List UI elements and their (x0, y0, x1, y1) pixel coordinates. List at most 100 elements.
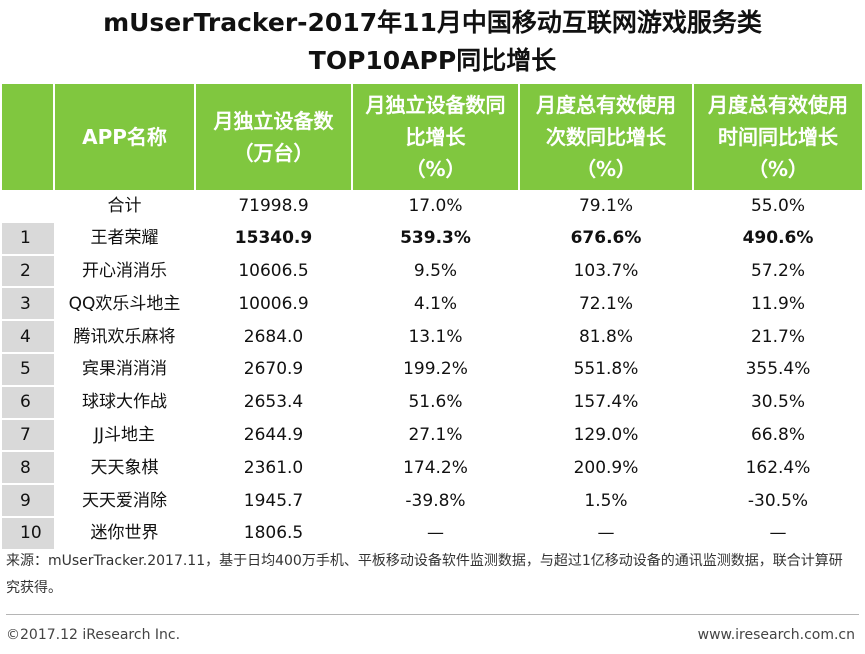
header-rank (2, 84, 55, 190)
cell-device-growth: 17.0% (352, 190, 519, 223)
cell-device-growth: 539.3% (352, 221, 519, 256)
cell-device-growth: 13.1% (352, 320, 519, 354)
cell-usage-time-growth: 21.7% (693, 320, 863, 354)
cell-device-growth: 51.6% (352, 385, 519, 420)
cell-devices: 2644.9 (195, 418, 352, 452)
cell-device-growth: -39.8% (352, 484, 519, 518)
cell-name: JJ斗地主 (54, 418, 195, 452)
cell-rank: 2 (2, 254, 54, 289)
cell-device-growth: 174.2% (352, 451, 519, 485)
table-row: 10 迷你世界 1806.5— — — (2, 516, 863, 551)
cell-name: 合计 (54, 190, 195, 223)
cell-usage-count-growth: 79.1% (519, 190, 693, 223)
cell-usage-time-growth: — (693, 516, 863, 551)
cell-devices: 2653.4 (195, 385, 352, 420)
header-name: APP名称 (53, 84, 196, 190)
cell-devices: 10006.9 (195, 287, 352, 321)
cell-usage-count-growth: 81.8% (519, 320, 693, 354)
website-link[interactable]: www.iresearch.com.cn (697, 627, 855, 643)
cell-usage-time-growth: 355.4% (693, 352, 863, 387)
table-row: 5 宾果消消消 2670.9 199.2% 551.8% 355.4% (2, 352, 863, 387)
cell-devices: 2670.9 (195, 352, 352, 387)
table-row: 8 天天象棋 2361.0 174.2% 200.9% 162.4% (2, 451, 863, 486)
header-line: （%） (747, 157, 809, 181)
header-usage-time-growth: 月度总有效使用 时间同比增长 （%） (692, 84, 864, 190)
header-line: 时间同比增长 (718, 125, 838, 149)
cell-name: 球球大作战 (54, 385, 195, 420)
cell-rank: 7 (2, 418, 54, 453)
cell-rank: 9 (2, 484, 54, 518)
cell-device-growth: 27.1% (352, 418, 519, 452)
cell-devices: 15340.9 (195, 221, 352, 256)
cell-usage-time-growth: 162.4% (693, 451, 863, 485)
cell-usage-count-growth: 1.5% (519, 484, 693, 518)
cell-name: QQ欢乐斗地主 (54, 287, 195, 321)
cell-rank: 10 (2, 516, 54, 551)
table-body: 合计 71998.9 17.0% 79.1% 55.0% 1 王者荣耀 15340.9 539.… (2, 190, 863, 551)
cell-usage-time-growth: -30.5% (693, 484, 863, 518)
footer-divider (6, 614, 859, 615)
header-line: 次数同比增长 (546, 125, 666, 149)
cell-usage-count-growth: 103.7% (519, 254, 693, 288)
cell-usage-count-growth: 676.6% (519, 221, 693, 256)
cell-rank (2, 190, 54, 223)
header-line: 月度总有效使用 (708, 93, 848, 117)
header-line: （%） (575, 157, 637, 181)
table-row: 合计 71998.9 17.0% 79.1% 55.0% (2, 190, 863, 223)
cell-usage-count-growth: 157.4% (519, 385, 693, 420)
header-line: 比增长 (405, 125, 466, 149)
table-row: 3 QQ欢乐斗地主 10006.9 4.1% 72.1% 11.9% (2, 287, 863, 322)
cell-usage-count-growth: 200.9% (519, 451, 693, 485)
cell-rank: 6 (2, 385, 54, 420)
table-row: 4 腾讯欢乐麻将 2684.0 13.1% 81.8% 21.7% (2, 320, 863, 354)
cell-usage-time-growth: 30.5% (693, 385, 863, 420)
cell-usage-time-growth: 57.2% (693, 254, 863, 288)
header-devices: 月独立设备数 （万台） (194, 84, 353, 190)
cell-usage-count-growth: — (519, 516, 693, 551)
cell-devices: 71998.9 (195, 190, 352, 223)
cell-name: 王者荣耀 (54, 221, 195, 256)
cell-device-growth: — (352, 516, 519, 551)
cell-usage-time-growth: 11.9% (693, 287, 863, 321)
table-row: 2 开心消消乐 10606.5 9.5% 103.7% 57.2% (2, 254, 863, 289)
table-row: 1 王者荣耀 15340.9 539.3% 676.6% 490.6% (2, 221, 863, 256)
cell-devices: 2684.0 (195, 320, 352, 354)
title-line-2: TOP10APP同比增长 (308, 46, 557, 75)
table-row: 9 天天爱消除 1945.7 -39.8% 1.5% -30.5% (2, 484, 863, 518)
cell-devices: 2361.0 (195, 451, 352, 485)
header-line: 月独立设备数 (213, 109, 334, 133)
source-note: 来源：mUserTracker.2017.11，基于日均400万手机、平板移动设… (6, 553, 843, 596)
cell-name: 迷你世界 (54, 516, 195, 551)
chart-title: mUserTracker-2017年11月中国移动互联网游戏服务类 TOP10A… (0, 4, 865, 80)
cell-device-growth: 4.1% (352, 287, 519, 321)
cell-device-growth: 199.2% (352, 352, 519, 387)
header-usage-count-growth: 月度总有效使用 次数同比增长 （%） (518, 84, 694, 190)
cell-rank: 1 (2, 221, 54, 256)
cell-usage-time-growth: 490.6% (693, 221, 863, 256)
cell-usage-count-growth: 72.1% (519, 287, 693, 321)
cell-rank: 3 (2, 287, 54, 322)
cell-name: 腾讯欢乐麻将 (54, 320, 195, 354)
cell-devices: 1806.5 (195, 516, 352, 551)
table-row: 7 JJ斗地主 2644.9 27.1% 129.0% 66.8% (2, 418, 863, 453)
title-line-1: mUserTracker-2017年11月中国移动互联网游戏服务类 (103, 8, 762, 37)
cell-usage-time-growth: 55.0% (693, 190, 863, 223)
header-line: （万台） (233, 141, 314, 165)
cell-devices: 1945.7 (195, 484, 352, 518)
header-line: （%） (405, 157, 466, 181)
cell-device-growth: 9.5% (352, 254, 519, 288)
header-device-growth: 月独立设备数同 比增长 （%） (351, 84, 520, 190)
data-table: APP名称 月独立设备数 （万台） 月独立设备数同 比增长 （%） 月度总有效使用 次数同比增… (2, 84, 864, 551)
header-line: APP名称 (82, 125, 167, 149)
cell-usage-time-growth: 66.8% (693, 418, 863, 452)
header-line: 月独立设备数同 (365, 93, 506, 117)
cell-name: 宾果消消消 (54, 352, 195, 387)
cell-devices: 10606.5 (195, 254, 352, 288)
table-header-row: APP名称 月独立设备数 （万台） 月独立设备数同 比增长 （%） 月度总有效使用 次数同比增… (2, 84, 864, 190)
header-line: 月度总有效使用 (536, 93, 676, 117)
copyright-text: ©2017.12 iResearch Inc. (6, 627, 181, 643)
cell-rank: 4 (2, 320, 54, 354)
table-row: 6 球球大作战 2653.4 51.6% 157.4% 30.5% (2, 385, 863, 420)
cell-name: 开心消消乐 (54, 254, 195, 288)
cell-name: 天天象棋 (54, 451, 195, 485)
